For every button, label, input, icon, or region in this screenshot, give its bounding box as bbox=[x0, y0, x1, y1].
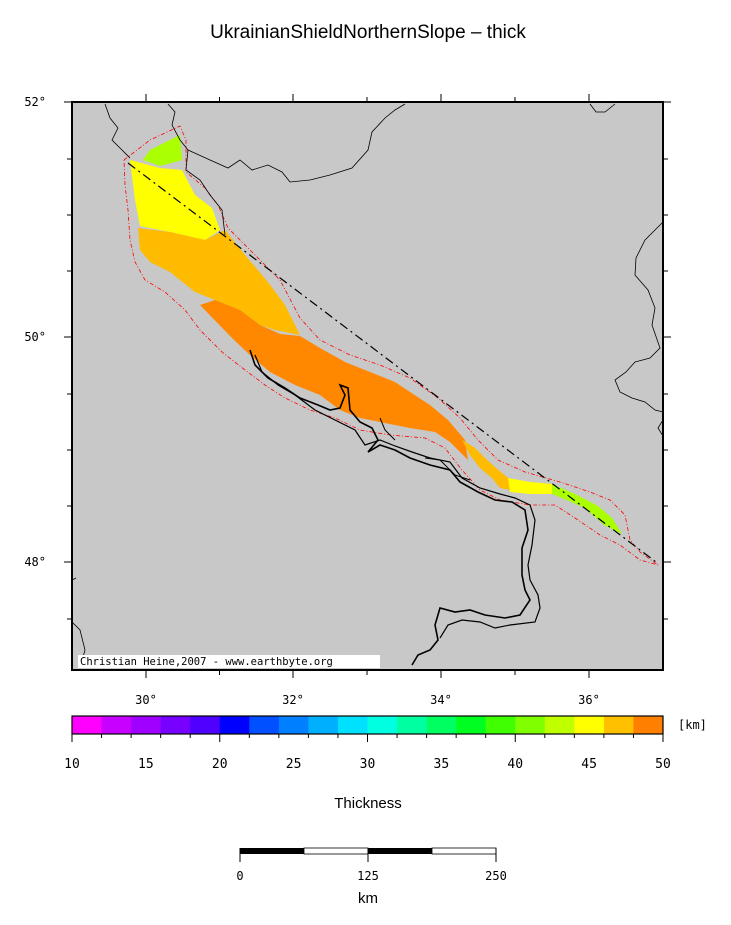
scale-segment-1 bbox=[240, 848, 304, 854]
colorbar-cell bbox=[544, 716, 575, 734]
border-west-north bbox=[104, 103, 226, 236]
tick-marks bbox=[64, 94, 671, 678]
lon-label-36: 36° bbox=[578, 693, 600, 707]
colorbar-cell bbox=[249, 716, 280, 734]
colorbar-cell bbox=[308, 716, 339, 734]
colorbar-cell bbox=[72, 716, 102, 734]
colorbar-cells bbox=[72, 716, 664, 734]
colorbar-tick-label: 20 bbox=[212, 757, 228, 772]
border-north-east bbox=[589, 103, 616, 113]
colorbar-cell bbox=[367, 716, 398, 734]
colorbar-cell bbox=[190, 716, 221, 734]
colorbar-ticks: 10 15 20 25 30 35 40 45 50 bbox=[64, 734, 671, 772]
lon-label-32: 32° bbox=[282, 693, 304, 707]
colorbar-cell bbox=[278, 716, 309, 734]
thickness-zone-yellow-east bbox=[508, 478, 552, 494]
colorbar-cell bbox=[485, 716, 516, 734]
colorbar-cell bbox=[515, 716, 546, 734]
colorbar-tick-label: 10 bbox=[64, 757, 80, 772]
colorbar-cell bbox=[633, 716, 664, 734]
colorbar-label: Thickness bbox=[334, 795, 402, 812]
lon-label-34: 34° bbox=[430, 693, 452, 707]
colorbar-tick-label: 35 bbox=[434, 757, 450, 772]
border-east bbox=[614, 221, 664, 437]
colorbar-cell bbox=[101, 716, 132, 734]
scale-unit: km bbox=[358, 890, 378, 907]
river-dnipro bbox=[249, 349, 531, 666]
river-dnipro-branch bbox=[254, 354, 541, 639]
colorbar-cell bbox=[456, 716, 486, 734]
colorbar-cell bbox=[574, 716, 605, 734]
colorbar-tick-label: 30 bbox=[360, 757, 376, 772]
colorbar-cell bbox=[603, 716, 634, 734]
scale-segment-4 bbox=[431, 847, 497, 855]
scale-segment-3 bbox=[368, 848, 432, 854]
colorbar-cell bbox=[397, 716, 427, 734]
map-title: UkrainianShieldNorthernSlope – thick bbox=[210, 22, 526, 43]
lat-label-48: 48° bbox=[24, 555, 46, 569]
colorbar-cell bbox=[131, 716, 161, 734]
lat-label-52: 52° bbox=[24, 95, 46, 109]
credit-text: Christian Heine,2007 - www.earthbyte.org bbox=[80, 656, 333, 668]
colorbar-unit: [km] bbox=[678, 718, 707, 732]
thickness-zone-orange-yellow bbox=[138, 228, 300, 335]
colorbar-cell bbox=[426, 716, 457, 734]
colorbar-cell bbox=[337, 716, 368, 734]
scale-label-250: 250 bbox=[485, 869, 507, 883]
river-tributary bbox=[379, 417, 471, 481]
lat-label-50: 50° bbox=[24, 330, 46, 344]
profile-line bbox=[127, 162, 657, 563]
thickness-zone-orange bbox=[200, 300, 468, 460]
border-north bbox=[187, 103, 406, 183]
scale-bar: 0 125 250 km bbox=[236, 847, 507, 907]
colorbar-tick-label: 45 bbox=[581, 757, 597, 772]
colorbar-tick-label: 40 bbox=[507, 757, 523, 772]
map-panel: Christian Heine,2007 - www.earthbyte.org bbox=[71, 101, 664, 671]
map-axes: 30° 32° 34° 36° 52° 50° 48° bbox=[24, 94, 671, 707]
scale-segment-2 bbox=[303, 847, 369, 855]
lon-label-30: 30° bbox=[135, 693, 157, 707]
colorbar-cell bbox=[219, 716, 250, 734]
thickness-zone-lime bbox=[143, 135, 182, 166]
map-content bbox=[71, 103, 664, 669]
zone-outline bbox=[123, 125, 659, 566]
scale-label-125: 125 bbox=[357, 869, 379, 883]
thickness-zone-orange-yellow-east bbox=[462, 440, 510, 490]
colorbar-tick-label: 15 bbox=[138, 757, 154, 772]
thickness-zone-yellow bbox=[130, 160, 220, 240]
scale-label-0: 0 bbox=[236, 869, 243, 883]
colorbar-tick-label: 50 bbox=[655, 757, 671, 772]
colorbar-tick-label: 25 bbox=[286, 757, 302, 772]
colorbar: 10 15 20 25 30 35 40 45 50 [km] Thickness bbox=[64, 715, 707, 812]
credit-box bbox=[78, 655, 380, 668]
colorbar-cell bbox=[160, 716, 191, 734]
